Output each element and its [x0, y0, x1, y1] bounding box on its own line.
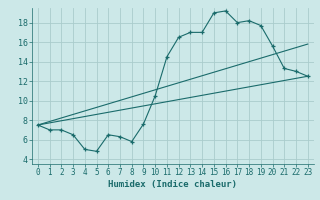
- X-axis label: Humidex (Indice chaleur): Humidex (Indice chaleur): [108, 180, 237, 189]
